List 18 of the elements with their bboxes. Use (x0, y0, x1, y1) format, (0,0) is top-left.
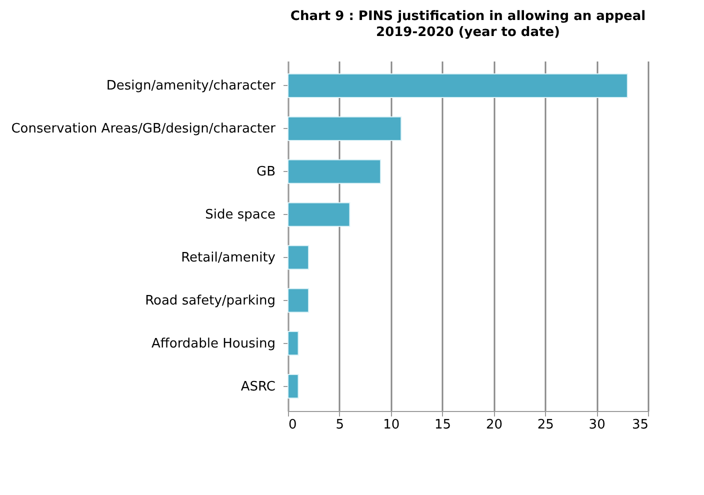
x-tick-label: 20 (486, 418, 502, 432)
x-tick-label: 10 (383, 418, 400, 432)
x-tick-label: 0 (288, 418, 297, 432)
x-tick-label: 15 (434, 418, 452, 432)
y-tick-label: GB (256, 164, 276, 180)
y-tick-label: Conservation Areas/GB/design/character (11, 122, 276, 137)
y-tick-label: Road safety/parking (145, 293, 276, 308)
y-tick-label: Side space (205, 208, 276, 223)
chart-subtitle: 2019-2020 (year to date) (376, 25, 560, 40)
chart-title: Chart 9 : PINS justification in allowing an appeal (290, 9, 646, 24)
x-tick-label: 25 (537, 418, 554, 432)
y-tick-label: ASRC (240, 379, 276, 394)
y-tick-label: Retail/amenity (181, 250, 276, 266)
x-tick-label: 30 (588, 418, 606, 432)
y-tick-label: Affordable Housing (152, 336, 276, 352)
x-tick-label: 35 (632, 418, 648, 432)
x-tick-label: 5 (336, 418, 344, 432)
y-tick-label: Design/amenity/character (106, 78, 276, 94)
